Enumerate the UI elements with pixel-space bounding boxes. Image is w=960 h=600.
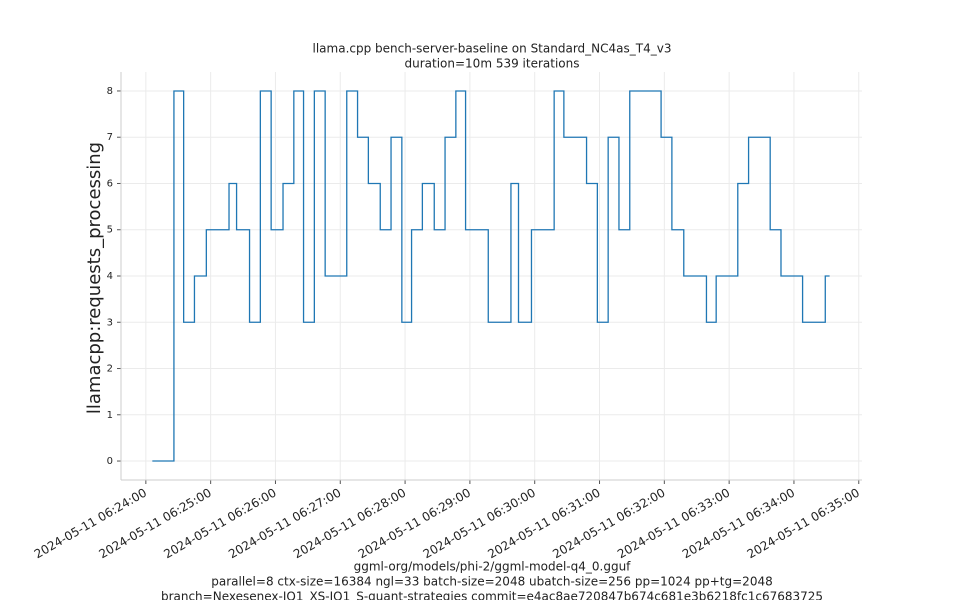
x-axis-label: branch=Nexesenex-IQ1_XS-IQ1_S-quant-stra… [161,590,823,600]
chart-title: llama.cpp bench-server-baseline on Stand… [313,42,672,56]
x-axis-label: ggml-org/models/phi-2/ggml-model-q4_0.gg… [354,560,632,574]
x-tick-label: 2024-05-11 06:33:00 [615,486,732,562]
x-axis-label: parallel=8 ctx-size=16384 ngl=33 batch-s… [211,575,772,589]
x-tick-label: 2024-05-11 06:25:00 [97,486,214,562]
x-tick-label: 2024-05-11 06:24:00 [32,486,149,562]
chart-subtitle: duration=10m 539 iterations [405,57,580,71]
x-tick-label: 2024-05-11 06:27:00 [226,486,343,562]
x-tick-label: 2024-05-11 06:31:00 [485,486,602,562]
data-line [152,90,830,462]
x-tick-label: 2024-05-11 06:30:00 [421,486,538,562]
x-tick-label: 2024-05-11 06:35:00 [745,486,862,562]
y-tick-label: 7 [107,132,113,143]
x-tick-label: 2024-05-11 06:29:00 [356,486,473,562]
y-tick-label: 8 [107,86,113,97]
y-tick-label: 2 [107,364,113,375]
x-tick-label: 2024-05-11 06:26:00 [161,486,278,562]
y-tick-label: 1 [107,410,113,421]
x-tick-label: 2024-05-11 06:34:00 [680,486,797,562]
y-tick-label: 6 [107,178,113,189]
y-axis-label: llamacpp:requests_processing [84,142,105,414]
y-tick-label: 0 [107,456,113,467]
y-tick-label: 4 [107,271,113,282]
y-tick-label: 5 [107,225,113,236]
x-tick-label: 2024-05-11 06:32:00 [550,486,667,562]
y-tick-label: 3 [107,317,113,328]
x-tick-label: 2024-05-11 06:28:00 [291,486,408,562]
